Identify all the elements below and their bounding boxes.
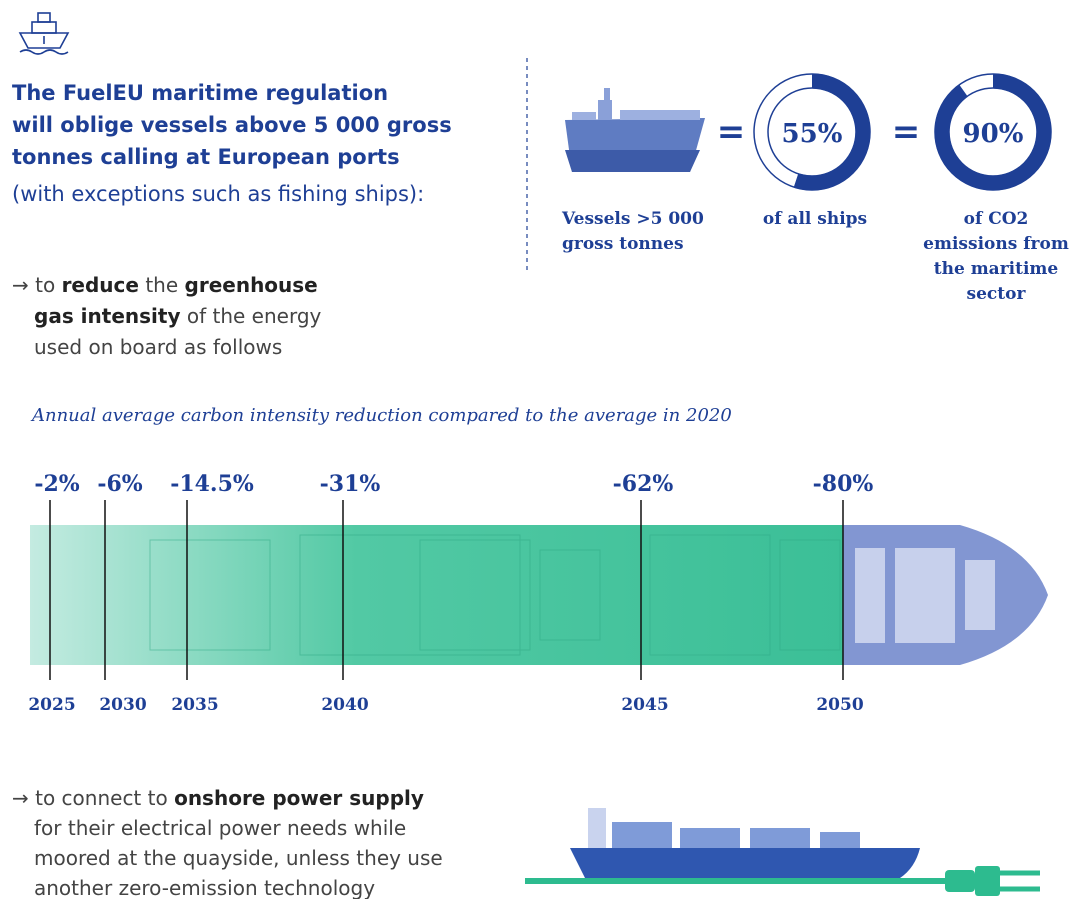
donut-caption: of all ships — [763, 209, 867, 229]
text-run: for their electrical power needs while — [34, 816, 406, 840]
text-run: reduce — [62, 273, 139, 297]
milestone-year: 2035 — [171, 695, 218, 715]
timeline-ship — [30, 525, 1048, 665]
text-run: gas intensity — [34, 304, 181, 328]
equals-sign: = — [892, 112, 921, 152]
milestone-reduction: -2% — [34, 471, 79, 497]
text-run: used on board as follows — [34, 335, 282, 359]
text-run: moored at the quayside, unless they use — [34, 846, 443, 870]
text-run: onshore power supply — [174, 786, 424, 810]
infographic: The FuelEU maritime regulation will oblig… — [0, 0, 1070, 899]
milestone-year: 2045 — [621, 695, 668, 715]
ship-icon — [20, 13, 68, 54]
equals-sign: = — [717, 112, 746, 152]
donut-caption: sector — [967, 284, 1027, 304]
title-line: tonnes calling at European ports — [12, 145, 400, 169]
vessels-caption: Vessels >5 000 — [561, 209, 704, 229]
paragraph-line: used on board as follows — [34, 335, 282, 359]
vessels-caption: gross tonnes — [562, 234, 684, 254]
milestone-reduction: -14.5% — [170, 471, 254, 497]
timeline-title: Annual average carbon intensity reductio… — [30, 405, 732, 426]
milestone-year: 2030 — [99, 695, 146, 715]
milestone-reduction: -62% — [613, 471, 674, 497]
paragraph-line: another zero-emission technology — [34, 876, 375, 899]
donut-label: 55% — [782, 119, 843, 149]
milestone-year: 2050 — [816, 695, 863, 715]
paragraph-line: for their electrical power needs while — [34, 816, 406, 840]
paragraph-line: → to connect to onshore power supply — [12, 786, 424, 810]
paragraph-line: gas intensity of the energy — [34, 304, 322, 328]
donut-label: 90% — [963, 119, 1024, 149]
paragraph-line: → to reduce the greenhouse — [12, 273, 318, 297]
text-run: → to connect to — [12, 786, 174, 810]
milestone-year: 2040 — [321, 695, 368, 715]
text-run: of the energy — [181, 304, 322, 328]
donut-caption: of CO2 — [964, 209, 1029, 229]
milestone-reduction: -80% — [813, 471, 874, 497]
shore-power-ship — [525, 808, 1040, 896]
milestone-reduction: -6% — [97, 471, 142, 497]
title-line: will oblige vessels above 5 000 gross — [12, 113, 452, 137]
vessel-picture — [565, 88, 705, 172]
milestone-reduction: -31% — [320, 471, 381, 497]
paragraph-line: moored at the quayside, unless they use — [34, 846, 443, 870]
donut-caption: the maritime — [934, 259, 1059, 279]
donut-caption: emissions from — [923, 234, 1069, 254]
milestone-year: 2025 — [28, 695, 75, 715]
text-run: → to — [12, 273, 62, 297]
text-run: another zero-emission technology — [34, 876, 375, 899]
text-run: the — [139, 273, 185, 297]
subtitle: (with exceptions such as fishing ships): — [12, 182, 424, 206]
text-run: greenhouse — [185, 273, 318, 297]
title-line: The FuelEU maritime regulation — [12, 81, 388, 105]
